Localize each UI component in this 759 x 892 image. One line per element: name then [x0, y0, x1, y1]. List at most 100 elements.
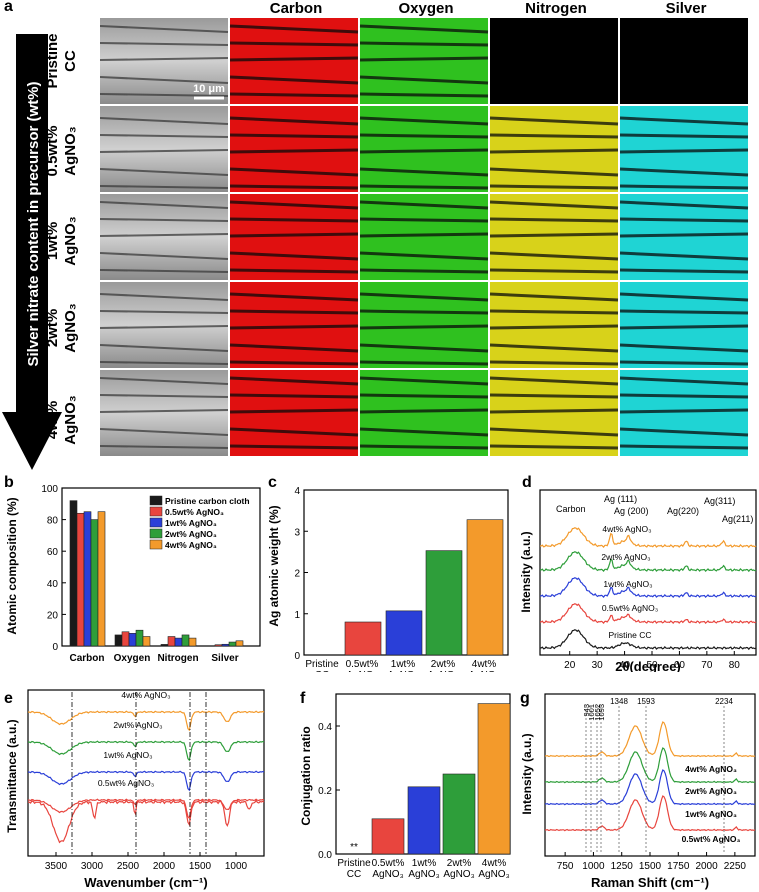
bar — [181, 634, 190, 647]
x-tick-label: 1000 — [225, 861, 248, 872]
fiber-gap — [619, 292, 749, 302]
x-tick-label: 2500 — [117, 861, 140, 872]
fiber-gap — [619, 133, 749, 139]
fiber-gap — [359, 232, 489, 238]
series-label: Pristine CC — [609, 630, 652, 640]
y-tick-label: 0.0 — [318, 850, 332, 861]
y-tick-label: 40 — [47, 579, 59, 590]
x-tick-label: AgNO₃ — [387, 670, 418, 672]
fiber-gap — [489, 148, 619, 154]
chart-g-ylabel: Intensity (a.u.) — [520, 733, 534, 814]
row-label-pristine: Pristine CC — [44, 21, 80, 101]
spectrum-line — [539, 577, 757, 599]
peak-label: 1052 — [593, 704, 602, 721]
x-tick-label: 750 — [557, 861, 574, 872]
fiber-gap — [489, 116, 619, 126]
fiber-gap — [100, 93, 229, 97]
peak-label: Ag (200) — [614, 506, 649, 516]
fiber-gap — [100, 117, 229, 125]
fiber-gap — [359, 292, 489, 302]
fiber-gap — [619, 217, 749, 223]
fiber-gap — [489, 232, 619, 238]
x-tick-label: 60 — [674, 660, 686, 671]
x-tick-label: Carbon — [70, 653, 105, 664]
x-tick-label: 0.5wt% — [346, 659, 379, 670]
fiber-gap — [489, 376, 619, 386]
fiber-gap — [229, 444, 359, 450]
fiber-gap — [489, 360, 619, 366]
bar — [344, 621, 382, 656]
fiber-gap — [229, 116, 359, 126]
fiber-gap — [100, 361, 229, 365]
chart-g: Intensity (a.u.) 750 1000 1250 1500 1750 2000… — [520, 693, 756, 890]
chart-d-ylabel: Intensity (a.u.) — [519, 531, 533, 612]
legend-label: 2wt% AgNO₃ — [165, 529, 217, 539]
bar — [114, 634, 123, 647]
fiber-gap — [489, 393, 619, 399]
x-tick-label: 2000 — [695, 861, 718, 872]
bar — [160, 644, 169, 647]
x-tick-label: 2000 — [153, 861, 176, 872]
fiber-gap — [359, 376, 489, 386]
fiber-gap — [619, 116, 749, 126]
fiber-gap — [359, 251, 489, 261]
spectrum-line — [544, 769, 756, 806]
fiber-gap — [489, 408, 619, 414]
fiber-gap — [229, 427, 359, 437]
series-label: 2wt% AgNO₃ — [113, 720, 162, 730]
chart-g-frame — [544, 693, 756, 857]
x-tick-label: AgNO₃ — [478, 869, 509, 880]
x-tick-label: 1500 — [189, 861, 212, 872]
fiber-gap — [619, 309, 749, 315]
peak-label: Carbon — [556, 504, 586, 514]
chart-c-ylabel: Ag atomic weight (%) — [267, 505, 281, 626]
chart-d: Intensity (a.u.) 20 30 40 50 60 70 80 Carbon Ag … — [519, 489, 757, 672]
fiber-gap — [100, 325, 229, 329]
row-label-line2: AgNO₃ — [62, 303, 79, 353]
fiber-gap — [100, 252, 229, 260]
legend-swatch — [149, 506, 163, 517]
fiber-gap — [229, 360, 359, 366]
panel-label-g: g — [520, 690, 530, 707]
fiber-gap — [359, 427, 489, 437]
fiber-gap — [359, 75, 489, 85]
x-tick-label: 20 — [564, 660, 576, 671]
fiber-gap — [619, 184, 749, 190]
fiber-gap — [100, 76, 229, 84]
fiber-gap — [359, 41, 489, 47]
fiber-gap — [489, 184, 619, 190]
y-tick-label: 0.2 — [318, 786, 332, 797]
x-tick-label: 70 — [701, 660, 713, 671]
fiber-gap — [489, 427, 619, 437]
eds-tile — [620, 18, 748, 104]
x-tick-label: 1500 — [639, 861, 662, 872]
series-label: 2wt% AgNO₃ — [601, 552, 650, 562]
fiber-gap — [229, 324, 359, 330]
fiber-gap — [489, 292, 619, 302]
x-tick-label: 1750 — [667, 861, 690, 872]
chart-f-annotation: ** — [350, 842, 358, 853]
chart-b: Atomic composition (%) 0 20 40 60 80 100 Carbo… — [5, 484, 261, 664]
x-tick-label: AgNO₃ — [468, 670, 499, 672]
fiber-gap — [489, 444, 619, 450]
y-tick-label: 20 — [47, 610, 59, 621]
arrow-label: Silver nitrate content in precursor (wt%… — [25, 81, 42, 367]
x-tick-label: Nitrogen — [157, 653, 198, 664]
series-label: 2wt% AgNO₃ — [685, 786, 737, 796]
spectrum-line — [539, 603, 757, 625]
fiber-gap — [100, 409, 229, 413]
row-label-1wt: 1wt% AgNO₃ — [44, 201, 80, 281]
column-header-oxygen: Oxygen — [398, 0, 454, 17]
x-tick-label: AgNO₃ — [427, 670, 458, 672]
bar — [121, 631, 130, 647]
peak-label: 1593 — [637, 697, 655, 706]
fiber-gap — [100, 185, 229, 189]
legend-label: Pristine carbon cloth — [165, 496, 250, 506]
bar — [235, 640, 244, 647]
fiber-gap — [359, 167, 489, 177]
legend-swatch — [149, 539, 163, 550]
fiber-gap — [619, 408, 749, 414]
fiber-gap — [229, 184, 359, 190]
x-tick-label: 1wt% — [412, 858, 437, 869]
bar — [477, 703, 511, 855]
